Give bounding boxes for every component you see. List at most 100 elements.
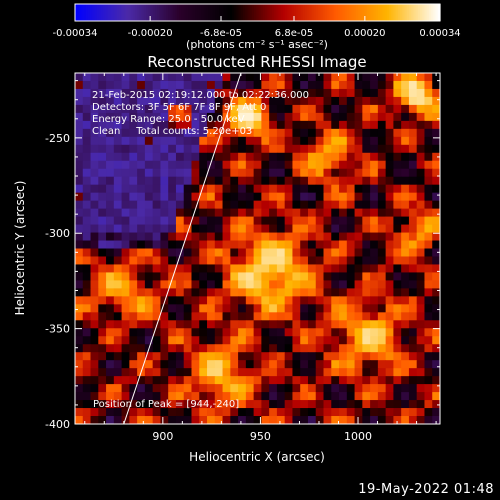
heatmap-cell xyxy=(106,144,115,154)
heatmap-cell xyxy=(207,240,216,249)
heatmap-cell xyxy=(393,312,402,321)
colorbar-swatch xyxy=(153,4,156,21)
heatmap-cell xyxy=(207,120,216,130)
heatmap-cell xyxy=(82,208,91,217)
heatmap-cell xyxy=(214,128,223,138)
heatmap-cell xyxy=(393,296,402,305)
heatmap-cell xyxy=(377,144,387,154)
colorbar-swatch xyxy=(297,4,301,21)
heatmap-cell xyxy=(331,112,340,122)
heatmap-cell xyxy=(160,144,169,154)
heatmap-cell xyxy=(106,360,115,369)
heatmap-cell xyxy=(401,384,410,393)
heatmap-cell xyxy=(168,144,177,154)
heatmap-cell xyxy=(245,360,255,369)
heatmap-cell xyxy=(214,120,223,130)
heatmap-cell xyxy=(137,384,146,393)
heatmap-cell xyxy=(370,216,379,225)
heatmap-cell xyxy=(175,296,185,305)
heatmap-cell xyxy=(230,152,239,162)
heatmap-cell xyxy=(98,152,107,162)
heatmap-cell xyxy=(168,104,177,114)
heatmap-cell xyxy=(183,184,192,194)
heatmap-cell xyxy=(90,80,99,90)
heatmap-cell xyxy=(331,304,340,313)
heatmap-cell xyxy=(401,248,410,257)
heatmap-cell xyxy=(222,272,231,281)
heatmap-cell xyxy=(75,216,84,225)
heatmap-cell xyxy=(362,368,371,377)
heatmap-cell xyxy=(82,120,91,130)
heatmap-cell xyxy=(82,192,91,202)
heatmap-cell xyxy=(253,280,262,289)
heatmap-cell xyxy=(245,176,255,186)
heatmap-cell xyxy=(137,248,146,257)
heatmap-cell xyxy=(307,184,317,194)
heatmap-cell xyxy=(292,73,301,82)
heatmap-cell xyxy=(385,368,394,377)
heatmap-cell xyxy=(292,136,301,146)
heatmap-cell xyxy=(315,120,324,130)
heatmap-cell xyxy=(245,73,255,82)
heatmap-cell xyxy=(152,200,161,210)
heatmap-cell xyxy=(207,248,216,257)
heatmap-cell xyxy=(121,120,130,130)
heatmap-cell xyxy=(292,296,301,305)
heatmap-cell xyxy=(331,384,340,393)
heatmap-cell xyxy=(377,296,387,305)
heatmap-cell xyxy=(401,144,410,154)
heatmap-cell xyxy=(199,88,208,98)
heatmap-cell xyxy=(98,80,107,90)
heatmap-cell xyxy=(214,328,223,337)
heatmap-cell xyxy=(183,120,192,130)
heatmap-cell xyxy=(191,88,200,98)
heatmap-cell xyxy=(245,280,255,289)
heatmap-cell xyxy=(98,264,107,273)
heatmap-cell xyxy=(129,96,138,106)
heatmap-cell xyxy=(269,280,278,289)
heatmap-cell xyxy=(113,96,122,106)
heatmap-cell xyxy=(385,296,394,305)
heatmap-cell xyxy=(385,192,394,202)
heatmap-cell xyxy=(354,416,363,425)
colorbar-swatch xyxy=(184,4,187,21)
heatmap-cell xyxy=(323,192,332,202)
heatmap-cell xyxy=(362,256,371,265)
heatmap-cell xyxy=(315,88,324,98)
colorbar-swatch xyxy=(149,4,153,21)
heatmap-cell xyxy=(183,296,192,305)
heatmap-cell xyxy=(261,296,270,305)
heatmap-cell xyxy=(214,144,223,154)
heatmap-cell xyxy=(253,272,262,281)
colorbar-swatch xyxy=(325,4,328,21)
heatmap-cell xyxy=(199,216,208,225)
heatmap-cell xyxy=(129,256,138,265)
heatmap-cell xyxy=(183,304,192,313)
heatmap-cell xyxy=(160,152,169,162)
heatmap-cell xyxy=(199,312,208,321)
heatmap-cell xyxy=(346,224,355,233)
heatmap-cell xyxy=(152,120,161,130)
heatmap-cell xyxy=(339,168,348,178)
heatmap-cell xyxy=(175,312,185,321)
heatmap-cell xyxy=(129,184,138,194)
heatmap-cell xyxy=(191,296,200,305)
heatmap-cell xyxy=(75,352,84,361)
heatmap-cell xyxy=(183,176,192,186)
heatmap-cell xyxy=(261,304,270,313)
heatmap-cell xyxy=(269,248,278,257)
heatmap-cell xyxy=(144,392,154,401)
heatmap-cell xyxy=(323,272,332,281)
heatmap-cell xyxy=(401,88,410,98)
heatmap-cell xyxy=(230,360,239,369)
heatmap-cell xyxy=(113,256,122,265)
heatmap-cell xyxy=(377,128,387,138)
heatmap-cell xyxy=(98,112,107,122)
heatmap-cell xyxy=(75,328,84,337)
heatmap-cell xyxy=(362,96,371,106)
heatmap-cell xyxy=(160,200,169,210)
heatmap-cell xyxy=(354,264,363,273)
colorbar-swatch xyxy=(115,4,118,21)
heatmap-cell xyxy=(238,88,247,98)
heatmap-cell xyxy=(144,272,154,281)
